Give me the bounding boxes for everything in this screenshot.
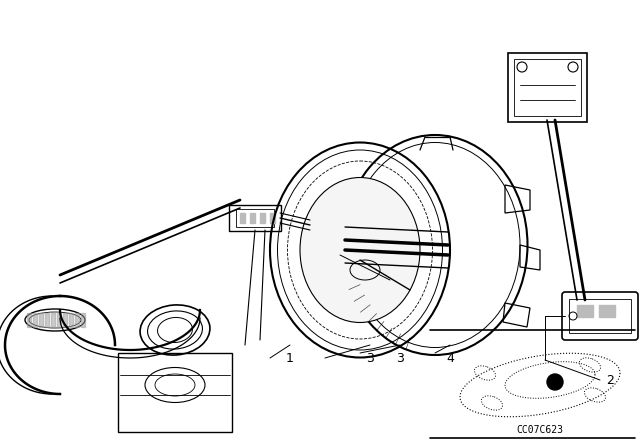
- Polygon shape: [260, 213, 265, 223]
- Polygon shape: [57, 313, 61, 327]
- Polygon shape: [45, 313, 49, 327]
- Ellipse shape: [300, 177, 420, 323]
- Polygon shape: [81, 313, 85, 327]
- Text: 2: 2: [606, 374, 614, 387]
- Polygon shape: [577, 305, 593, 317]
- Polygon shape: [75, 313, 79, 327]
- Polygon shape: [270, 213, 275, 223]
- Polygon shape: [63, 313, 67, 327]
- Polygon shape: [69, 313, 73, 327]
- Polygon shape: [250, 213, 255, 223]
- Polygon shape: [27, 313, 31, 327]
- Polygon shape: [240, 213, 245, 223]
- Polygon shape: [39, 313, 43, 327]
- Polygon shape: [51, 313, 55, 327]
- Text: 4: 4: [446, 352, 454, 365]
- Polygon shape: [599, 305, 615, 317]
- Text: 3: 3: [396, 352, 404, 365]
- Text: 3: 3: [366, 352, 374, 365]
- Text: CC07C623: CC07C623: [516, 425, 563, 435]
- Circle shape: [547, 374, 563, 390]
- Text: 1: 1: [286, 352, 294, 365]
- Polygon shape: [33, 313, 37, 327]
